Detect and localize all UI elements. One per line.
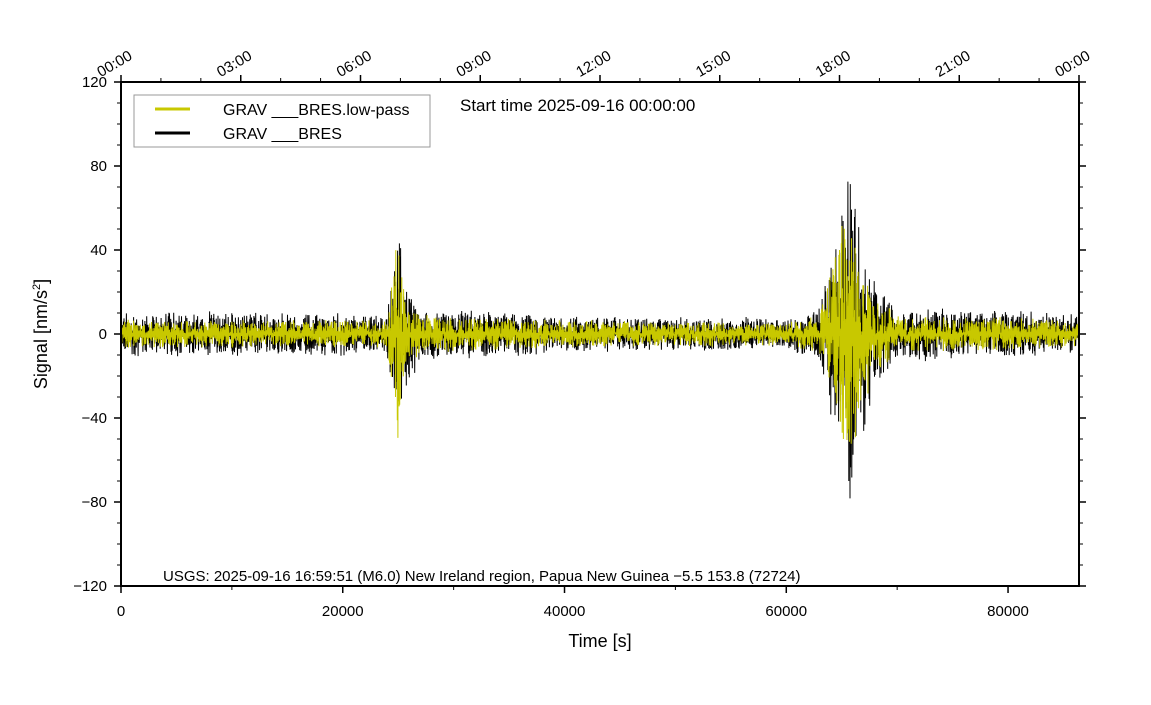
legend-box bbox=[133, 94, 431, 148]
top-tick-label: 09:00 bbox=[453, 47, 494, 80]
y-tick-label: 120 bbox=[82, 74, 107, 91]
legend-label-lowpass: GRAV ___BRES.low-pass bbox=[223, 102, 409, 119]
chart-title: Start time 2025-09-16 00:00:00 bbox=[460, 96, 695, 115]
x-tick-label: 80000 bbox=[987, 603, 1029, 620]
series-line-lowpass bbox=[120, 225, 1080, 444]
top-tick-label: 15:00 bbox=[693, 47, 734, 80]
legend: GRAV ___BRES.low-pass GRAV ___BRES bbox=[133, 94, 431, 148]
x-tick-label: 40000 bbox=[544, 603, 586, 620]
top-tick-label: 06:00 bbox=[334, 47, 375, 80]
y-axis-label-main: Signal [nm/s bbox=[31, 290, 51, 389]
x-tick-label: 60000 bbox=[765, 603, 807, 620]
axes: 0 20000 40000 60000 80000−120−80−40040801200… bbox=[73, 47, 1093, 620]
y-tick-label: 40 bbox=[90, 242, 107, 259]
y-tick-label: 0 bbox=[99, 326, 107, 343]
top-tick-label: 00:00 bbox=[94, 47, 135, 80]
x-axis-label: Time [s] bbox=[568, 631, 631, 651]
y-axis-label-sup: 2 bbox=[31, 284, 43, 290]
y-axis-label: Signal [nm/s2] bbox=[31, 279, 51, 389]
y-tick-label: −80 bbox=[82, 494, 107, 511]
y-tick-label: −120 bbox=[73, 578, 107, 595]
event-annotation: USGS: 2025-09-16 16:59:51 (M6.0) New Ire… bbox=[163, 568, 800, 585]
x-tick-label: 0 bbox=[117, 603, 125, 620]
x-tick-label: 20000 bbox=[322, 603, 364, 620]
top-tick-label: 00:00 bbox=[1052, 47, 1093, 80]
y-tick-label: −40 bbox=[82, 410, 107, 427]
y-tick-label: 80 bbox=[90, 158, 107, 175]
top-tick-label: 18:00 bbox=[813, 47, 854, 80]
top-tick-label: 12:00 bbox=[573, 47, 614, 80]
legend-label-raw: GRAV ___BRES bbox=[223, 126, 342, 143]
top-tick-label: 03:00 bbox=[214, 47, 255, 80]
traces bbox=[120, 181, 1080, 499]
y-axis-label-end: ] bbox=[31, 279, 51, 284]
top-tick-label: 21:00 bbox=[932, 47, 973, 80]
